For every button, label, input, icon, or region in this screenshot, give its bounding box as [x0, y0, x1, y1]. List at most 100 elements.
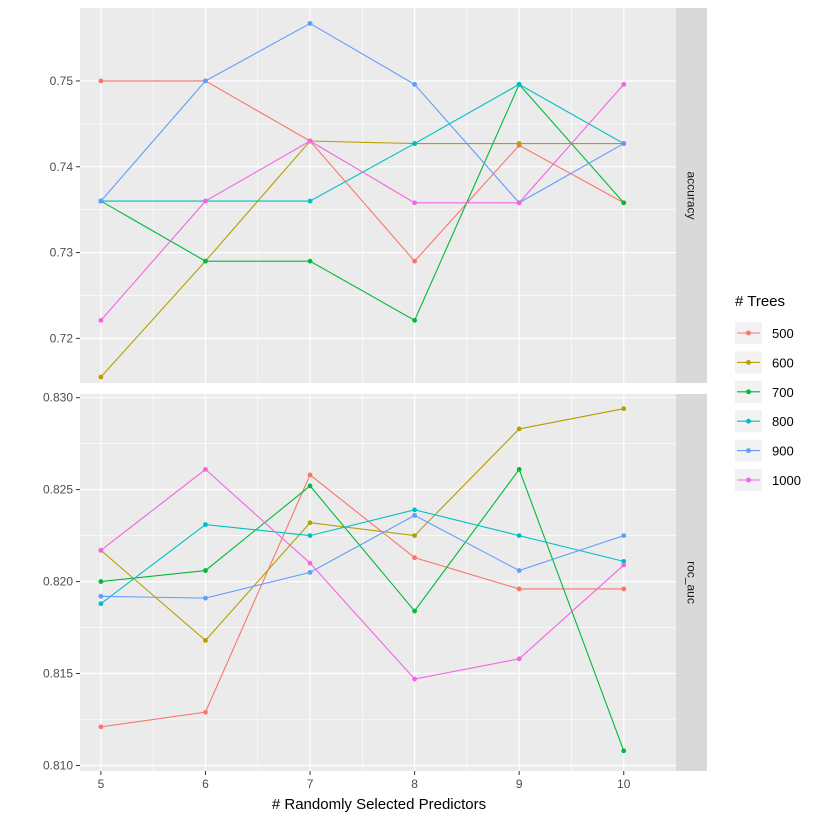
- series-line-500: [100, 474, 624, 728]
- legend-item-900: 900: [735, 439, 794, 462]
- data-point-800: [307, 198, 313, 204]
- series-900: [98, 512, 627, 601]
- x-axis: 5 6 7 8 9 10: [98, 771, 631, 791]
- data-point-700: [412, 608, 417, 614]
- data-point-800: [412, 507, 417, 513]
- series-line-600: [100, 408, 624, 642]
- legend-item-1000: 1000: [735, 469, 801, 491]
- legend-key-point: [746, 389, 751, 395]
- series-line-1000: [100, 84, 625, 321]
- data-point-600: [516, 141, 522, 146]
- legend-key-point: [746, 418, 751, 424]
- series-line-800: [100, 509, 624, 605]
- legend-item-800: 800: [735, 410, 794, 433]
- data-point-500: [98, 78, 104, 84]
- legend: # Trees 500 600 700 800 900 1000: [735, 293, 801, 491]
- data-point-700: [412, 317, 417, 323]
- data-point-800: [203, 522, 208, 527]
- x-tick-label: 6: [202, 777, 209, 791]
- legend-item-600: 600: [735, 351, 794, 374]
- data-point-1000: [621, 81, 627, 87]
- facet-strip: [676, 8, 707, 383]
- legend-key-point: [746, 330, 751, 336]
- y-tick-label: 0.74: [50, 160, 74, 174]
- series-line-700: [100, 468, 625, 751]
- data-point-500: [621, 586, 627, 592]
- data-point-900: [203, 595, 208, 601]
- y-tick-label: 0.815: [43, 667, 73, 681]
- y-tick-label: 0.820: [43, 575, 73, 589]
- data-point-600: [412, 533, 417, 539]
- data-point-1000: [203, 467, 208, 472]
- data-point-600: [98, 374, 104, 380]
- data-point-800: [98, 601, 104, 607]
- series-800: [98, 507, 627, 607]
- data-point-900: [412, 512, 417, 518]
- x-tick-label: 7: [307, 777, 314, 791]
- legend-label: 700: [772, 385, 794, 400]
- legend-label: 600: [772, 355, 794, 370]
- facet-strip-label: roc_auc: [685, 561, 699, 604]
- data-point-1000: [516, 200, 522, 206]
- legend-key-point: [746, 448, 751, 453]
- data-point-1000: [307, 560, 313, 566]
- data-point-1000: [307, 138, 313, 144]
- series-line-600: [100, 140, 624, 378]
- data-point-900: [412, 81, 417, 87]
- panel-roc_auc: 0.810 0.815 0.820 0.825 0.830 roc_auc: [43, 391, 707, 772]
- legend-title: # Trees: [735, 293, 785, 310]
- data-point-900: [621, 533, 627, 539]
- data-point-700: [516, 467, 522, 472]
- x-tick-label: 9: [516, 777, 523, 791]
- series-700: [98, 467, 627, 754]
- data-point-700: [203, 568, 208, 573]
- data-point-1000: [621, 562, 627, 568]
- data-point-500: [516, 586, 522, 592]
- data-point-900: [307, 569, 313, 575]
- data-point-800: [412, 141, 417, 146]
- series-line-700: [100, 83, 625, 322]
- data-point-1000: [516, 656, 522, 662]
- legend-label: 900: [772, 444, 794, 459]
- data-point-600: [621, 406, 627, 412]
- panel-background: [80, 394, 676, 771]
- data-point-900: [621, 141, 627, 146]
- data-point-1000: [412, 200, 417, 206]
- x-tick-label: 8: [411, 777, 418, 791]
- data-point-700: [98, 579, 104, 584]
- series-line-1000: [100, 468, 625, 680]
- series-1000: [98, 467, 627, 682]
- data-point-700: [307, 483, 313, 489]
- series-500: [98, 472, 627, 730]
- y-tick-label: 0.810: [43, 758, 73, 772]
- y-tick-label: 0.72: [50, 331, 74, 345]
- data-point-800: [516, 81, 522, 87]
- data-point-600: [203, 638, 208, 643]
- facet-strip-label: accuracy: [685, 171, 699, 219]
- data-point-800: [307, 533, 313, 539]
- legend-label: 1000: [772, 473, 801, 488]
- x-tick-label: 10: [617, 777, 631, 791]
- data-point-700: [203, 258, 208, 264]
- x-tick-label: 5: [98, 777, 105, 791]
- data-point-500: [98, 724, 104, 730]
- panel-accuracy: 0.72 0.73 0.74 0.75 accuracy: [50, 8, 707, 383]
- data-point-700: [621, 748, 627, 754]
- y-tick-label: 0.825: [43, 483, 73, 497]
- y-tick-label: 0.75: [50, 74, 74, 88]
- facet-strip: [676, 394, 707, 771]
- data-point-1000: [203, 198, 208, 204]
- legend-item-500: 500: [735, 322, 794, 344]
- data-point-900: [203, 78, 208, 84]
- data-point-900: [98, 593, 104, 599]
- panel-background: [80, 8, 676, 383]
- legend-item-700: 700: [735, 380, 794, 403]
- legend-items: 500 600 700 800 900 1000: [735, 322, 801, 491]
- series-1000: [98, 81, 627, 323]
- series-line-900: [100, 514, 624, 599]
- data-point-500: [412, 258, 417, 264]
- legend-key-point: [746, 477, 751, 483]
- data-point-500: [412, 555, 417, 561]
- series-line-900: [100, 22, 624, 204]
